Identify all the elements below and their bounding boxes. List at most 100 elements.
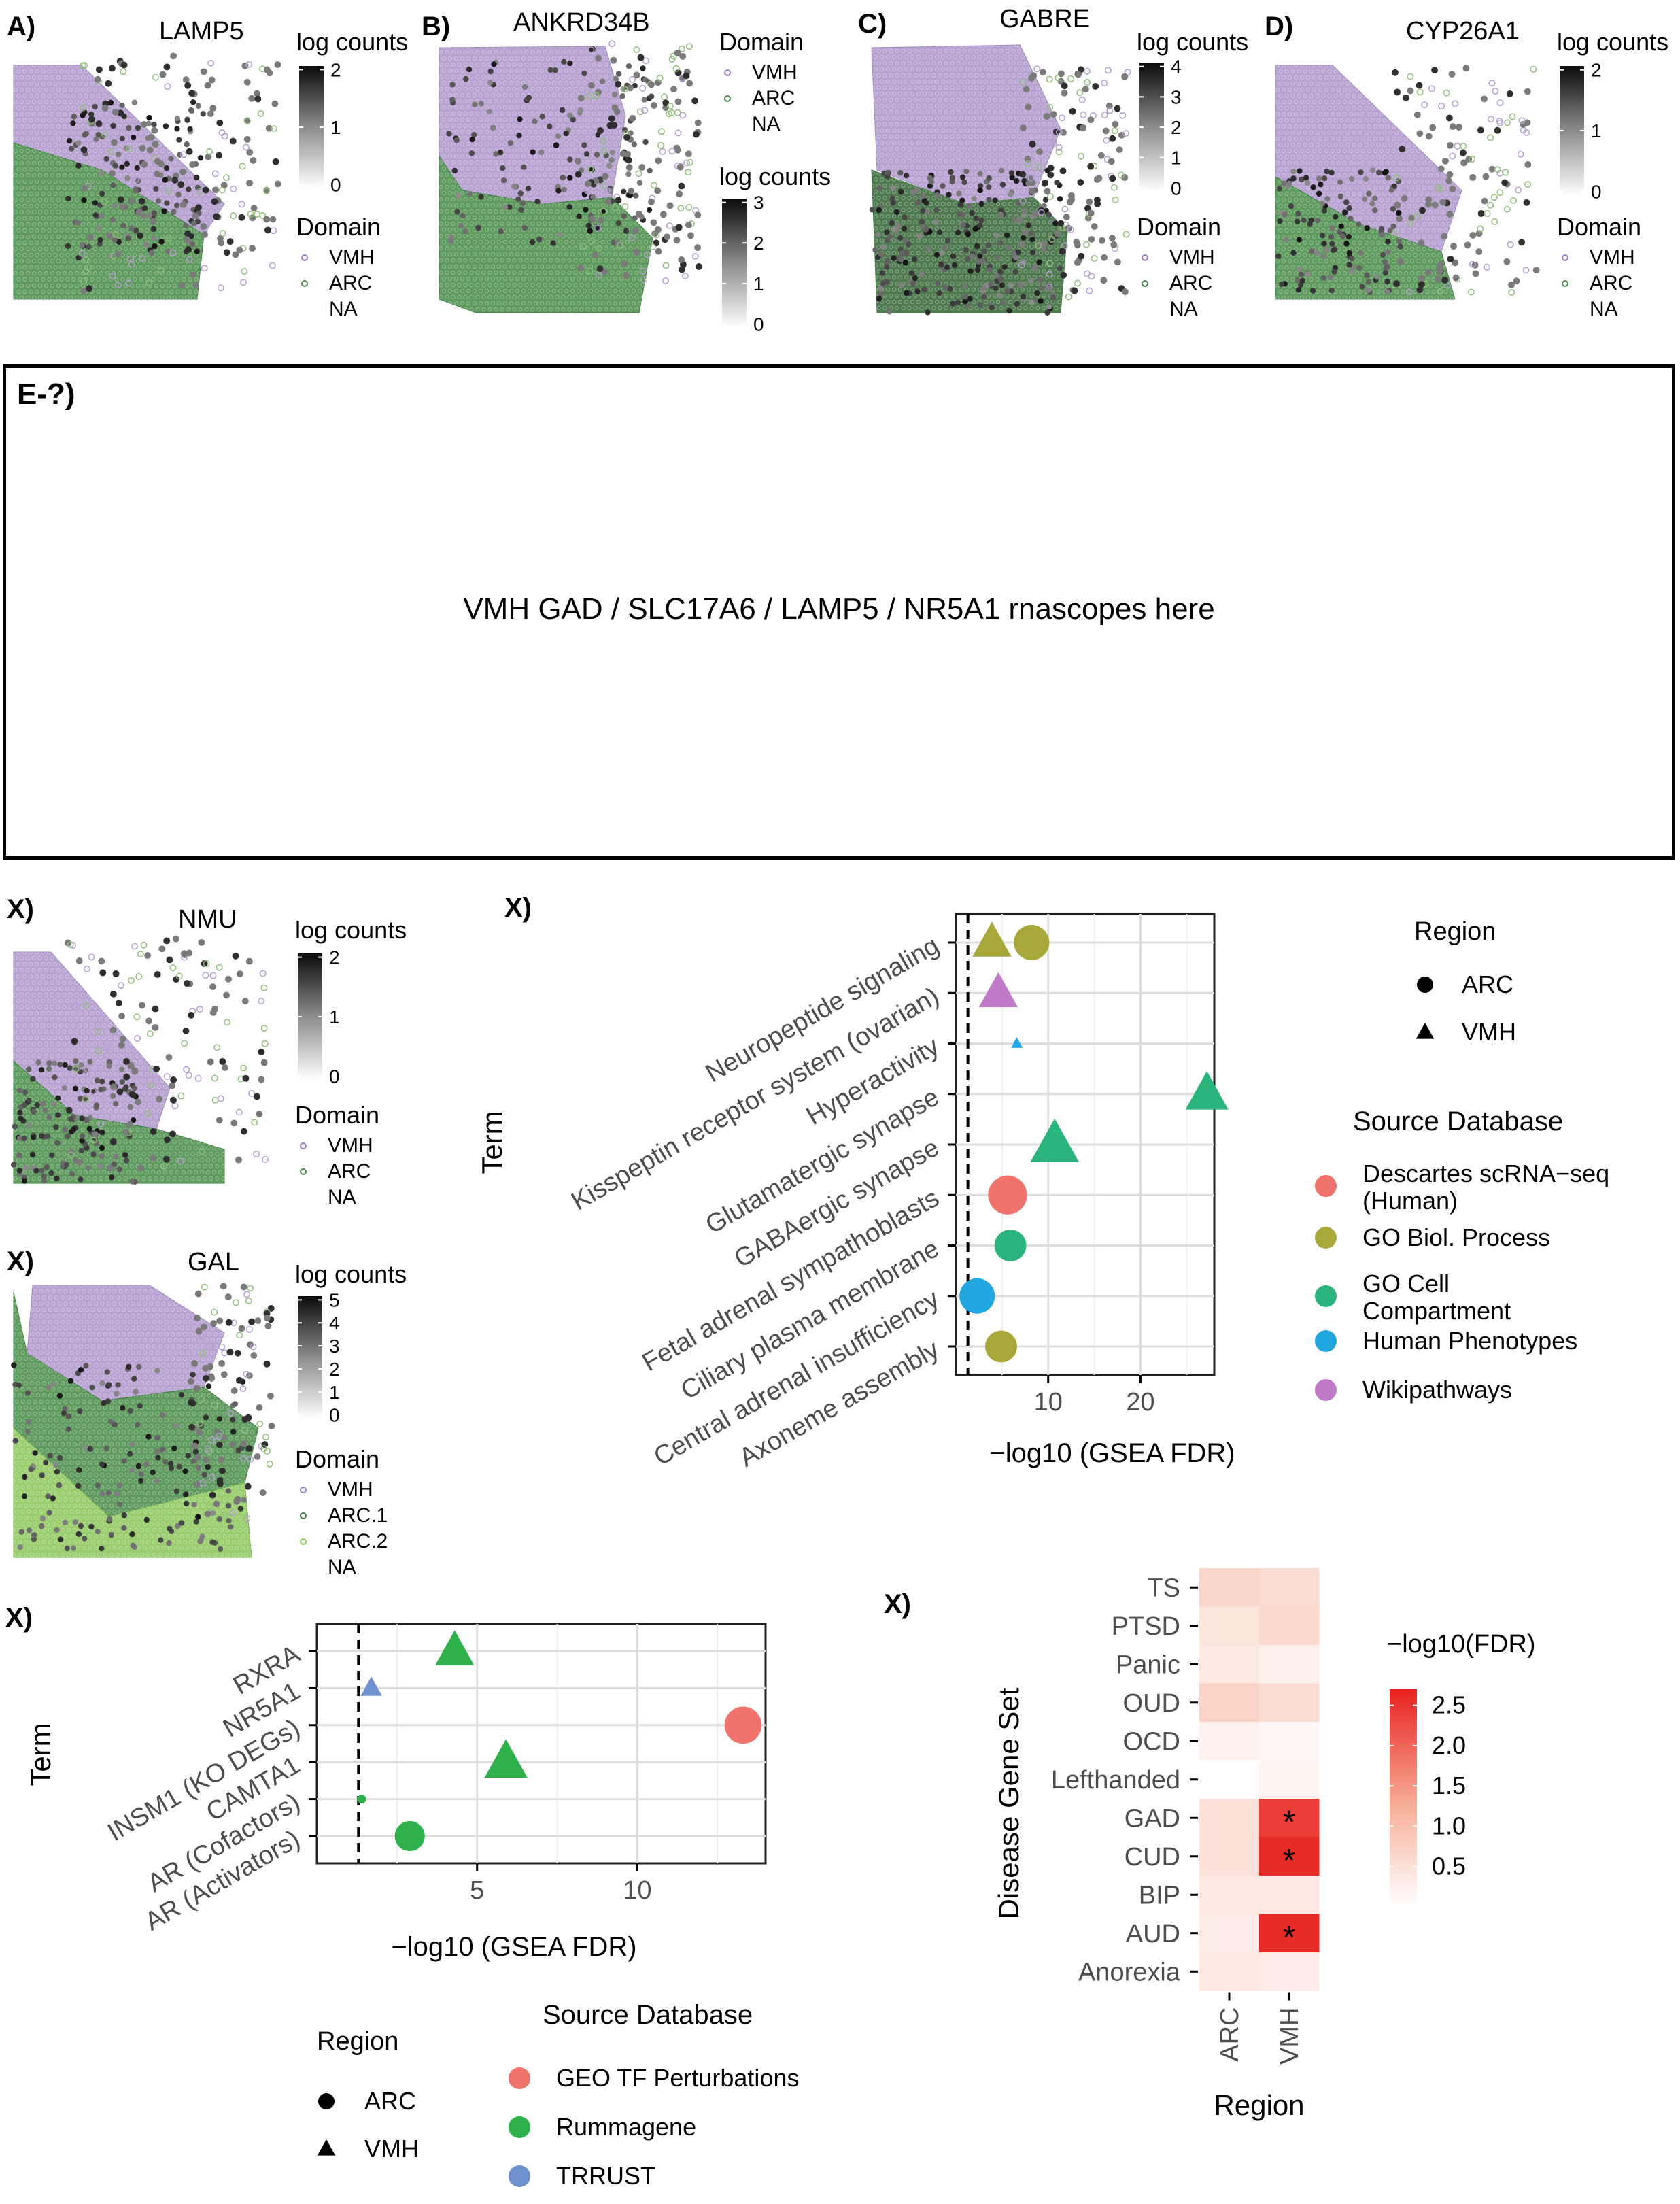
spot <box>68 222 73 227</box>
spot <box>145 154 150 160</box>
spot <box>120 130 125 135</box>
spot <box>194 130 199 135</box>
scatter-spot <box>179 168 187 175</box>
spot <box>151 277 156 282</box>
spot <box>65 228 70 233</box>
spot <box>622 184 627 190</box>
spot <box>35 142 39 148</box>
panel-a-tick-label: 0 <box>330 175 341 196</box>
spot <box>196 258 202 264</box>
spot <box>29 81 33 86</box>
spot <box>50 185 55 190</box>
spot <box>169 130 174 135</box>
spot <box>62 136 67 141</box>
spot <box>145 167 150 172</box>
spot <box>37 222 43 227</box>
spot <box>102 252 107 258</box>
spot <box>625 44 630 49</box>
spot <box>19 160 24 166</box>
spot <box>59 69 64 74</box>
spot <box>203 271 208 276</box>
spot <box>29 105 33 111</box>
spot <box>56 124 61 129</box>
spot <box>86 222 92 227</box>
scatter-spot <box>670 86 677 93</box>
spot <box>111 197 116 203</box>
spot <box>44 99 49 105</box>
spot <box>1054 171 1059 176</box>
spot <box>891 42 897 48</box>
scatter-spot <box>148 133 155 141</box>
spot <box>71 179 76 184</box>
scatter-spot <box>159 71 167 78</box>
spot <box>157 179 162 184</box>
spot <box>154 258 159 264</box>
spot <box>157 265 162 270</box>
spot <box>22 203 27 209</box>
spot <box>50 209 55 215</box>
spot <box>133 252 137 258</box>
spot <box>870 293 875 299</box>
spot <box>1063 103 1068 109</box>
spot <box>35 167 39 172</box>
spot <box>1035 48 1040 54</box>
spot <box>135 258 141 264</box>
panel-c-tag: C) <box>858 9 887 39</box>
spot <box>1057 42 1062 48</box>
spot <box>99 112 104 117</box>
spot <box>126 93 131 99</box>
expression-spot <box>625 171 632 177</box>
spot <box>151 265 156 270</box>
spot <box>50 160 55 166</box>
spot <box>637 190 642 196</box>
spot <box>619 166 624 171</box>
expression-spot <box>449 82 456 88</box>
spot <box>68 173 73 178</box>
spot <box>221 99 226 105</box>
scatter-spot <box>201 265 208 272</box>
scatter-spot <box>253 90 260 97</box>
spot <box>160 87 165 92</box>
spot <box>62 124 67 129</box>
spot <box>135 222 141 227</box>
spot <box>117 160 122 166</box>
spot <box>628 111 633 116</box>
spot <box>172 234 177 239</box>
panel-a-arc-region <box>13 142 205 300</box>
spot <box>184 209 190 215</box>
spot <box>44 258 49 264</box>
spot <box>221 222 226 227</box>
scatter-spot <box>189 161 196 168</box>
spot <box>182 240 186 245</box>
spot <box>154 148 159 154</box>
spot <box>622 99 627 104</box>
spot <box>649 154 655 159</box>
spot <box>114 191 119 197</box>
spot <box>50 63 55 68</box>
spot <box>172 136 177 141</box>
spot <box>74 197 80 203</box>
scatter-spot <box>117 196 124 203</box>
spot <box>885 42 891 48</box>
scatter-spot <box>135 209 143 216</box>
scatter-spot <box>673 237 681 244</box>
spot <box>141 222 147 227</box>
spot <box>1048 183 1052 188</box>
spot <box>139 191 143 197</box>
spot <box>71 105 76 111</box>
spot <box>194 228 199 233</box>
spot <box>90 191 95 197</box>
spot <box>175 142 180 148</box>
spot <box>29 191 33 197</box>
spot <box>194 167 199 172</box>
spot <box>625 68 630 73</box>
scatter-spot <box>595 54 602 62</box>
spot <box>169 81 174 86</box>
spot <box>163 252 168 258</box>
spot <box>1060 97 1065 103</box>
scatter-spot <box>654 187 662 194</box>
spot <box>169 93 174 99</box>
scatter-spot <box>685 43 693 50</box>
spot <box>31 99 37 105</box>
expression-spot <box>460 212 466 219</box>
